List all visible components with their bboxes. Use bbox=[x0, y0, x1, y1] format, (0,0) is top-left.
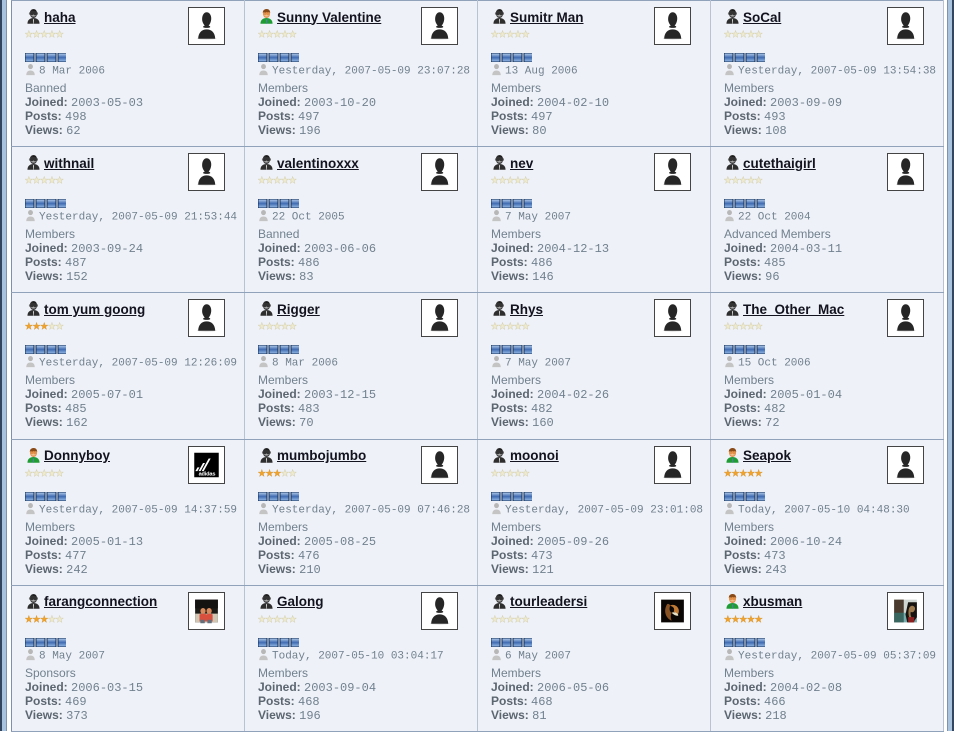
svg-text:adidas: adidas bbox=[199, 471, 216, 477]
